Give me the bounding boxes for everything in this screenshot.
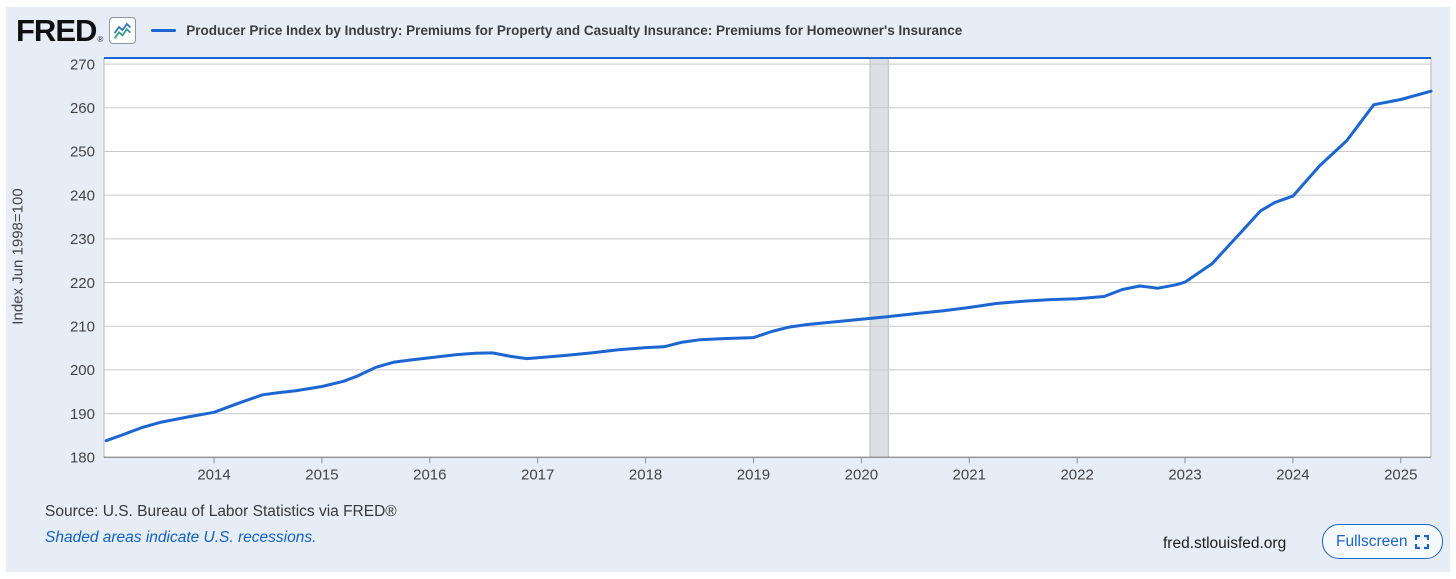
fred-logo-text: FRED	[16, 12, 97, 48]
svg-text:2014: 2014	[197, 466, 230, 483]
fullscreen-icon	[1414, 534, 1429, 549]
svg-text:260: 260	[70, 100, 95, 117]
fred-graph-icon	[109, 16, 137, 44]
svg-text:2025: 2025	[1384, 466, 1417, 483]
svg-text:2016: 2016	[413, 466, 446, 483]
fred-logo[interactable]: FRED ®	[16, 12, 103, 48]
source-text: Source: U.S. Bureau of Labor Statistics …	[45, 503, 397, 520]
svg-text:2020: 2020	[845, 466, 878, 483]
svg-text:270: 270	[70, 56, 95, 73]
svg-text:2017: 2017	[521, 466, 554, 483]
recession-note-link[interactable]: Shaded areas indicate U.S. recessions.	[45, 529, 317, 546]
svg-text:2018: 2018	[629, 466, 662, 483]
svg-text:240: 240	[70, 187, 95, 204]
svg-text:230: 230	[70, 231, 95, 248]
svg-text:2023: 2023	[1168, 466, 1201, 483]
svg-text:2022: 2022	[1060, 466, 1093, 483]
svg-text:2024: 2024	[1276, 466, 1309, 483]
site-url-link[interactable]: fred.stlouisfed.org	[1163, 535, 1287, 552]
chart-header: FRED ® Producer Price Index by Industry: …	[16, 13, 962, 47]
svg-text:180: 180	[70, 450, 95, 467]
registered-trademark: ®	[97, 34, 103, 44]
svg-text:200: 200	[70, 362, 95, 379]
svg-text:250: 250	[70, 144, 95, 161]
svg-text:2019: 2019	[737, 466, 770, 483]
chart-title: Producer Price Index by Industry: Premiu…	[186, 22, 963, 38]
svg-text:2021: 2021	[953, 466, 986, 483]
fullscreen-label: Fullscreen	[1336, 532, 1408, 550]
svg-text:190: 190	[70, 406, 95, 423]
svg-text:220: 220	[70, 275, 95, 292]
legend-line-sample	[151, 28, 177, 32]
fullscreen-button[interactable]: Fullscreen	[1322, 524, 1443, 559]
svg-text:2015: 2015	[305, 466, 338, 483]
y-axis-title: Index Jun 1998=100	[9, 188, 27, 325]
svg-text:210: 210	[70, 318, 95, 335]
